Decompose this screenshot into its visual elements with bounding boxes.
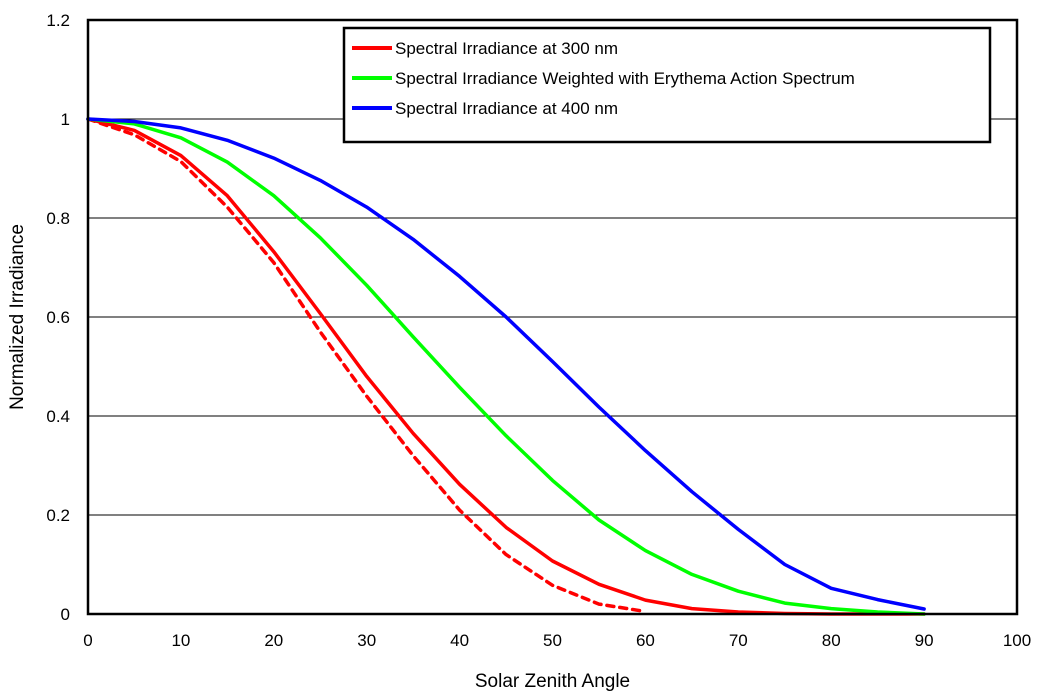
x-tick-label: 50: [543, 631, 562, 650]
y-tick-label: 0.4: [46, 407, 70, 426]
legend-items: Spectral Irradiance at 300 nm Spectral Ir…: [352, 39, 855, 118]
y-tick-label: 0.2: [46, 506, 70, 525]
series-line: [86, 117, 926, 616]
y-tick-label: 0: [61, 605, 70, 624]
x-tick-label: 10: [171, 631, 190, 650]
series-line: [86, 117, 926, 611]
x-tick-label: 90: [915, 631, 934, 650]
legend-label: Spectral Irradiance at 300 nm: [395, 39, 618, 58]
y-tick-label: 0.8: [46, 209, 70, 228]
series-line: [86, 117, 648, 614]
legend: Spectral Irradiance at 300 nm Spectral Ir…: [342, 26, 992, 144]
x-tick-label: 30: [357, 631, 376, 650]
x-axis-title: Solar Zenith Angle: [475, 671, 630, 692]
plot-area-frame: [86, 18, 1019, 616]
series-lines: [86, 117, 926, 616]
legend-label: Spectral Irradiance at 400 nm: [395, 99, 618, 118]
y-tick-label: 0.6: [46, 308, 70, 327]
tick-labels: 0 0.2 0.4 0.6 0.8 1 1.2 0 10 20 30 40 50 60 70 80 90 100: [46, 11, 1031, 650]
x-tick-label: 80: [822, 631, 841, 650]
y-axis-title: Normalized Irradiance: [7, 224, 28, 410]
gridlines: [88, 118, 1017, 516]
x-tick-label: 70: [729, 631, 748, 650]
x-tick-label: 100: [1003, 631, 1031, 650]
legend-label: Spectral Irradiance Weighted with Erythe…: [395, 69, 855, 88]
legend-box: [342, 26, 992, 144]
x-tick-label: 40: [450, 631, 469, 650]
y-tick-label: 1.2: [46, 11, 70, 30]
y-tick-label: 1: [61, 110, 70, 129]
x-tick-label: 60: [636, 631, 655, 650]
x-tick-label: 0: [83, 631, 92, 650]
x-tick-label: 20: [264, 631, 283, 650]
